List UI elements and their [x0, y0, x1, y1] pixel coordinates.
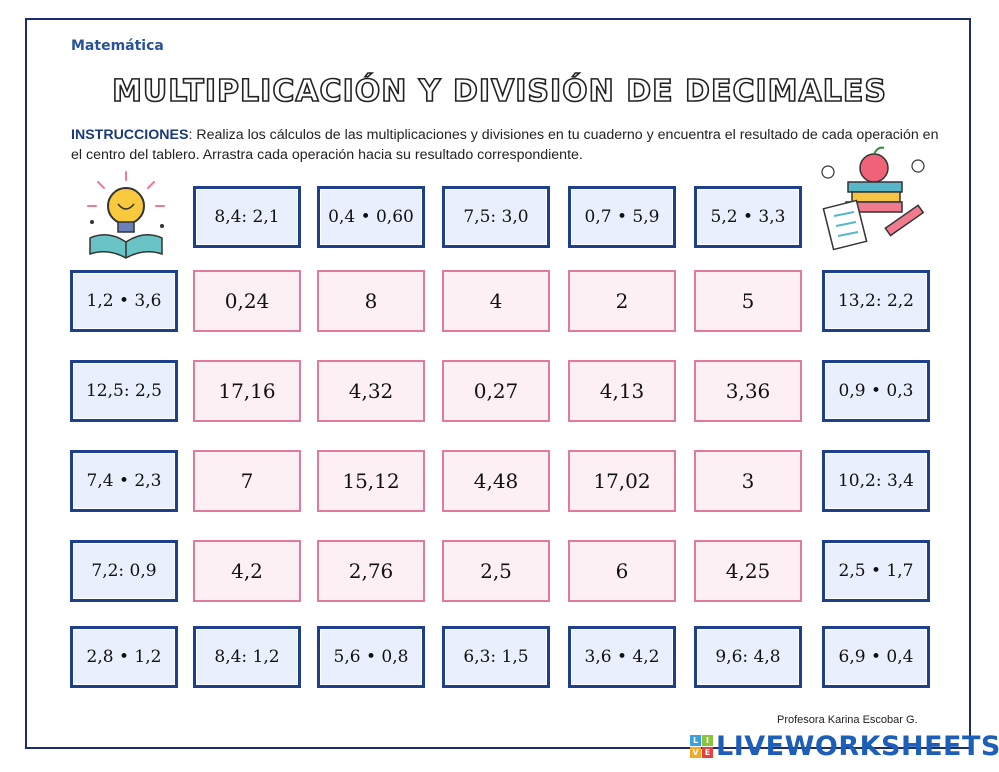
- operation-card[interactable]: 8,4: 2,1: [193, 186, 301, 248]
- result-slot[interactable]: 4,13: [568, 360, 676, 422]
- result-slot[interactable]: 2,5: [442, 540, 550, 602]
- author-credit: Profesora Karina Escobar G.: [777, 714, 918, 726]
- result-slot[interactable]: 2,76: [317, 540, 425, 602]
- result-slot[interactable]: 7: [193, 450, 301, 512]
- result-slot[interactable]: 5: [694, 270, 802, 332]
- result-slot[interactable]: 4: [442, 270, 550, 332]
- result-slot[interactable]: 8: [317, 270, 425, 332]
- operation-card[interactable]: 0,4 • 0,60: [317, 186, 425, 248]
- operation-card[interactable]: 9,6: 4,8: [694, 626, 802, 688]
- operation-card[interactable]: 7,2: 0,9: [70, 540, 178, 602]
- operation-card[interactable]: 6,9 • 0,4: [822, 626, 930, 688]
- page-title: MULTIPLICACIÓN Y DIVISIÓN DE DECIMALES: [111, 73, 887, 110]
- result-slot[interactable]: 4,48: [442, 450, 550, 512]
- operation-card[interactable]: 5,2 • 3,3: [694, 186, 802, 248]
- operation-card[interactable]: 10,2: 3,4: [822, 450, 930, 512]
- operation-card[interactable]: 8,4: 1,2: [193, 626, 301, 688]
- worksheet-frame: [25, 18, 971, 749]
- liveworksheets-brand[interactable]: L I V E LIVEWORKSHEETS: [690, 731, 999, 762]
- result-slot[interactable]: 2: [568, 270, 676, 332]
- operation-card[interactable]: 0,7 • 5,9: [568, 186, 676, 248]
- liveworksheets-logo-icon: L I V E: [690, 735, 713, 758]
- operation-card[interactable]: 5,6 • 0,8: [317, 626, 425, 688]
- result-slot[interactable]: 4,32: [317, 360, 425, 422]
- result-slot[interactable]: 4,2: [193, 540, 301, 602]
- operation-card[interactable]: 7,5: 3,0: [442, 186, 550, 248]
- operation-card[interactable]: 6,3: 1,5: [442, 626, 550, 688]
- operation-card[interactable]: 1,2 • 3,6: [70, 270, 178, 332]
- result-slot[interactable]: 17,16: [193, 360, 301, 422]
- books-apple-pencil-icon: [821, 146, 925, 251]
- operation-card[interactable]: 13,2: 2,2: [822, 270, 930, 332]
- operation-card[interactable]: 2,8 • 1,2: [70, 626, 178, 688]
- result-slot[interactable]: 17,02: [568, 450, 676, 512]
- instructions-text: : Realiza los cálculos de las multiplica…: [71, 127, 939, 163]
- brand-name: LIVEWORKSHEETS: [716, 731, 999, 762]
- operation-card[interactable]: 2,5 • 1,7: [822, 540, 930, 602]
- operation-card[interactable]: 7,4 • 2,3: [70, 450, 178, 512]
- result-slot[interactable]: 3,36: [694, 360, 802, 422]
- result-slot[interactable]: 15,12: [317, 450, 425, 512]
- operation-card[interactable]: 3,6 • 4,2: [568, 626, 676, 688]
- result-slot[interactable]: 4,25: [694, 540, 802, 602]
- instructions: INSTRUCCIONES: Realiza los cálculos de l…: [71, 125, 951, 165]
- result-slot[interactable]: 0,24: [193, 270, 301, 332]
- operation-card[interactable]: 12,5: 2,5: [70, 360, 178, 422]
- subject-label: Matemática: [71, 38, 164, 54]
- lightbulb-book-icon: [87, 171, 165, 259]
- result-slot[interactable]: 3: [694, 450, 802, 512]
- operation-card[interactable]: 0,9 • 0,3: [822, 360, 930, 422]
- instructions-label: INSTRUCCIONES: [71, 127, 189, 143]
- result-slot[interactable]: 0,27: [442, 360, 550, 422]
- result-slot[interactable]: 6: [568, 540, 676, 602]
